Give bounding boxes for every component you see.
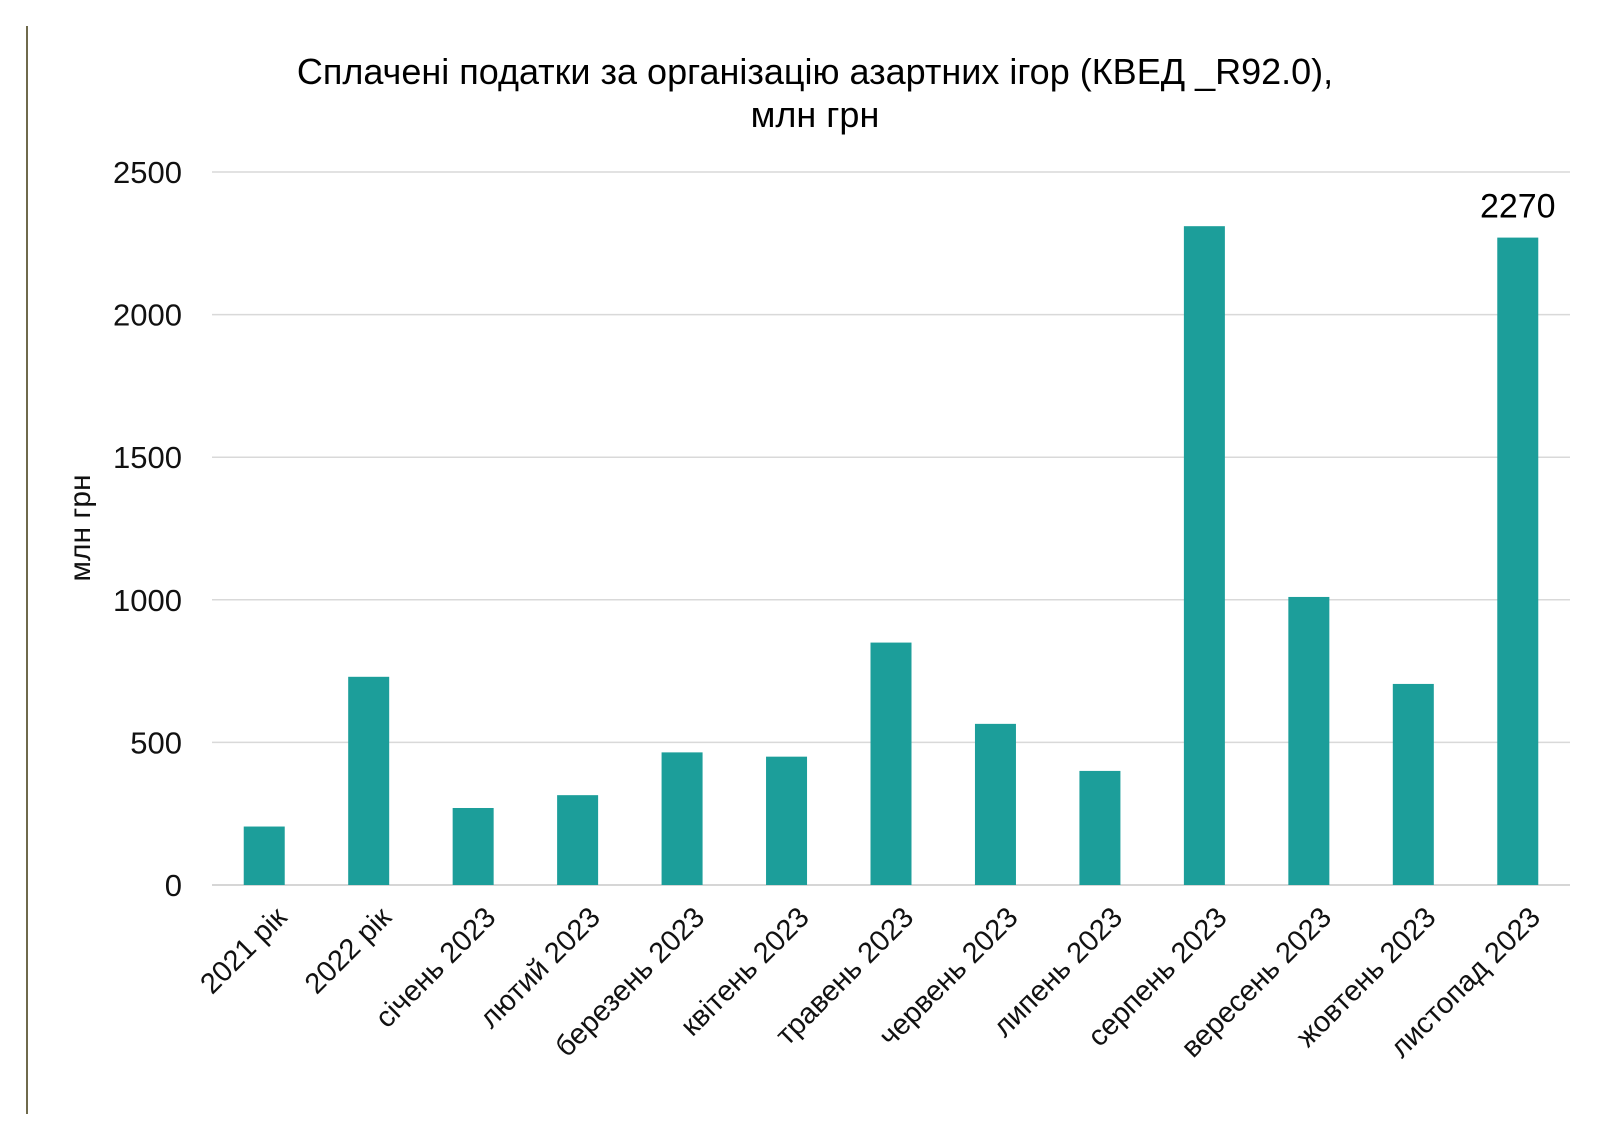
y-tick-label: 2500 (113, 155, 182, 190)
bar (1079, 770, 1121, 885)
bar (1392, 683, 1434, 885)
x-tick-label: 2022 рік (299, 901, 398, 1000)
bar (243, 826, 285, 885)
y-axis-label: млн грн (64, 474, 97, 581)
chart-title-line-1: Сплачені податки за організацію азартних… (297, 51, 1333, 92)
bar (1183, 226, 1225, 886)
y-tick-label: 2000 (113, 298, 182, 333)
left-border-rule (26, 26, 28, 1114)
bars (243, 226, 1539, 886)
bar (452, 807, 494, 885)
x-tick-label: 2021 рік (194, 901, 293, 1000)
bar (870, 642, 912, 885)
gridlines (212, 171, 1570, 886)
bar (974, 723, 1016, 885)
bar (766, 756, 808, 885)
y-axis-ticks: 0 500 1000 1500 2000 2500 (113, 155, 182, 903)
y-tick-label: 500 (130, 725, 182, 760)
bar (1288, 596, 1330, 885)
chart-title: Сплачені податки за організацію азартних… (297, 51, 1333, 135)
data-labels: 2270 (1480, 188, 1556, 226)
y-tick-label: 1500 (113, 440, 182, 475)
bar (1497, 237, 1539, 885)
bar (348, 676, 390, 885)
bar (557, 795, 599, 885)
y-tick-label: 0 (165, 868, 182, 903)
bar (661, 752, 703, 885)
data-label: 2270 (1480, 188, 1556, 226)
y-tick-label: 1000 (113, 583, 182, 618)
chart-title-line-2: млн грн (751, 94, 880, 135)
